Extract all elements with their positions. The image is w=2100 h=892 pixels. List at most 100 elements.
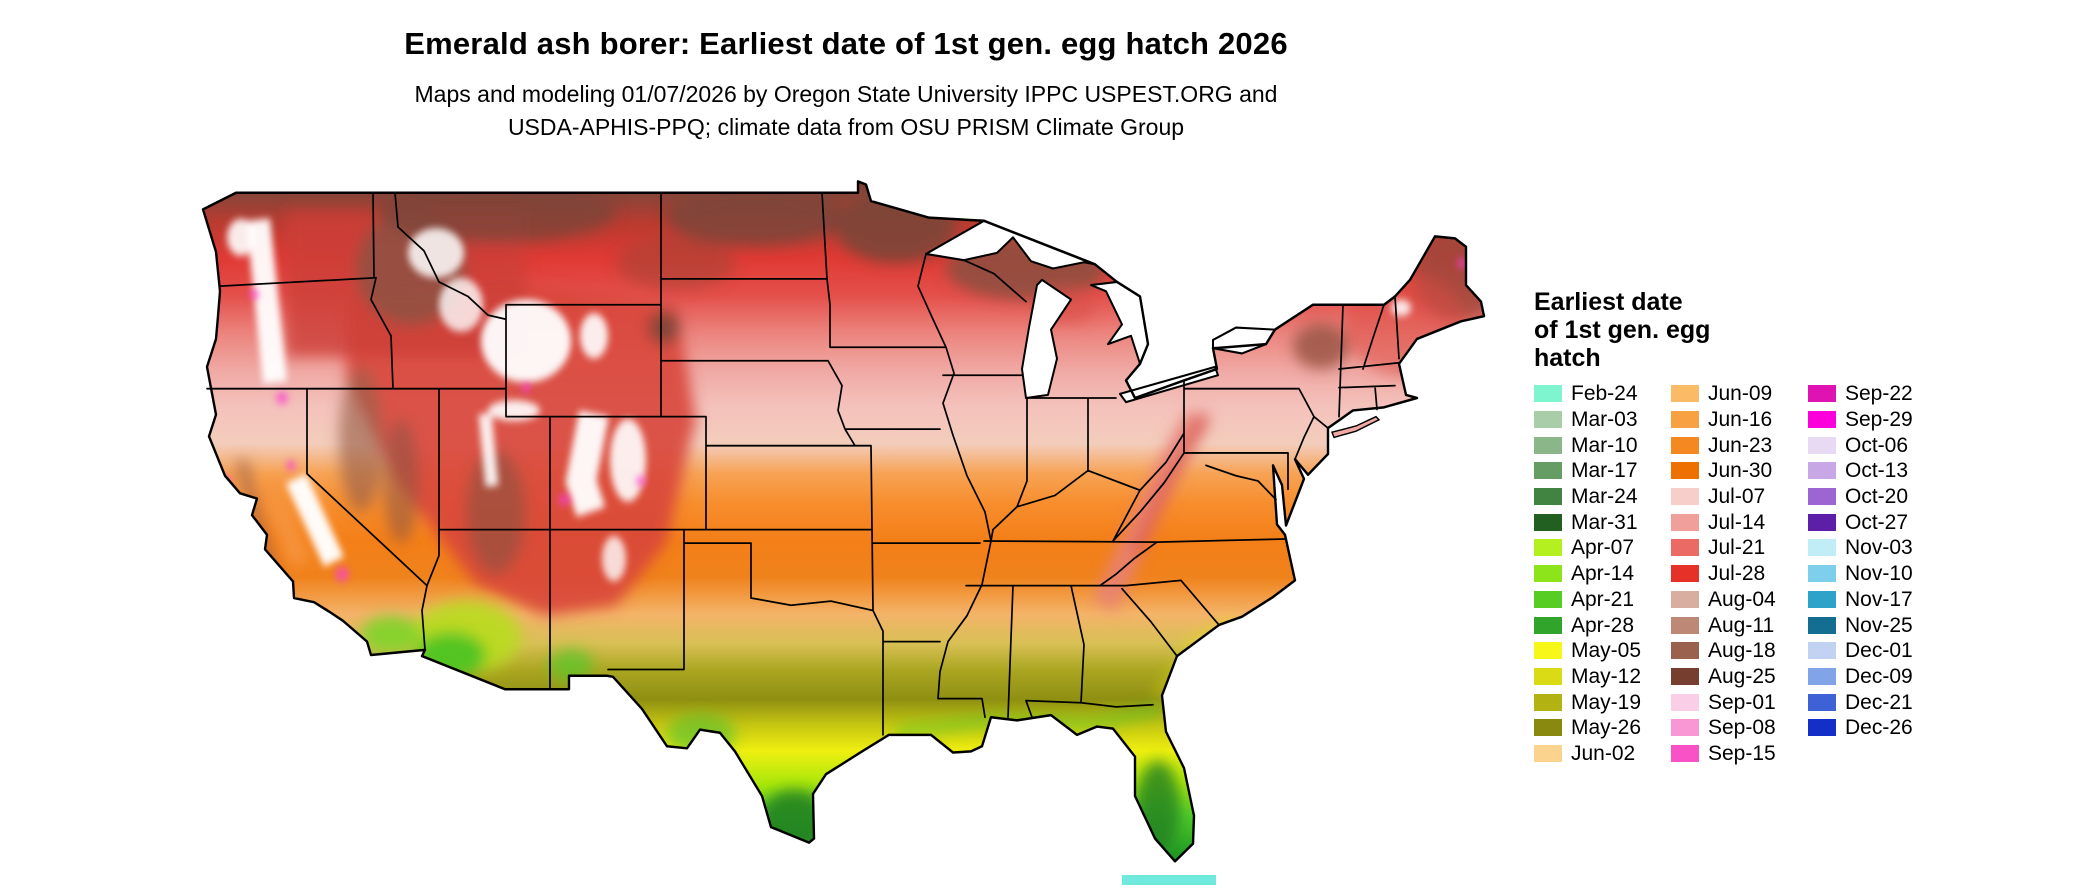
legend-swatch bbox=[1808, 539, 1836, 557]
legend-label: Mar-31 bbox=[1571, 510, 1638, 534]
legend-swatch bbox=[1671, 513, 1699, 531]
legend-entry: Dec-01 bbox=[1808, 638, 1945, 664]
legend-title-line-3: hatch bbox=[1534, 344, 1601, 372]
legend-label: Oct-27 bbox=[1845, 510, 1909, 534]
legend-swatch bbox=[1808, 693, 1836, 711]
legend-label: Dec-26 bbox=[1845, 716, 1913, 740]
legend-label: Jul-07 bbox=[1708, 485, 1766, 509]
legend-swatch bbox=[1534, 719, 1562, 737]
legend-label: Sep-01 bbox=[1708, 690, 1776, 714]
legend-entry: May-12 bbox=[1534, 664, 1671, 690]
legend-entry: Dec-21 bbox=[1808, 689, 1945, 715]
legend-entry: Apr-28 bbox=[1534, 612, 1671, 638]
legend-label: Jun-30 bbox=[1708, 459, 1773, 483]
legend-entry: Jun-02 bbox=[1534, 741, 1671, 767]
late-date-magenta-specks bbox=[221, 258, 1467, 582]
legend-swatch bbox=[1534, 539, 1562, 557]
legend-entry: May-26 bbox=[1534, 715, 1671, 741]
legend-label: Apr-07 bbox=[1571, 536, 1635, 560]
legend-entry: Apr-14 bbox=[1534, 561, 1671, 587]
legend-swatch bbox=[1671, 539, 1699, 557]
legend-title-line-1: Earliest date bbox=[1534, 288, 1683, 316]
us-map-svg bbox=[201, 180, 1486, 863]
legend-label: May-26 bbox=[1571, 716, 1642, 740]
legend-entry: May-19 bbox=[1534, 689, 1671, 715]
legend-label: Nov-17 bbox=[1845, 587, 1913, 611]
legend-swatch bbox=[1808, 436, 1836, 454]
legend-entry: Oct-20 bbox=[1808, 484, 1945, 510]
legend-entry: Jul-28 bbox=[1671, 561, 1808, 587]
us-outline bbox=[201, 180, 1486, 863]
legend-title-line-2: of 1st gen. egg bbox=[1534, 316, 1711, 344]
legend-swatch bbox=[1534, 462, 1562, 480]
legend-swatch bbox=[1534, 565, 1562, 583]
legend-entry: Dec-09 bbox=[1808, 664, 1945, 690]
legend-label: Dec-21 bbox=[1845, 690, 1913, 714]
legend-entry: Oct-27 bbox=[1808, 509, 1945, 535]
legend-entry: Feb-24 bbox=[1534, 381, 1671, 407]
legend-swatch bbox=[1534, 436, 1562, 454]
legend-swatch bbox=[1534, 590, 1562, 608]
legend-swatch bbox=[1534, 642, 1562, 660]
legend-swatch bbox=[1534, 411, 1562, 429]
legend-column: Jun-09 Jun-16 Jun-23 Jun-30 Jul-07 Jul-14 Jul-… bbox=[1671, 381, 1808, 766]
legend-label: Jun-16 bbox=[1708, 408, 1773, 432]
legend-swatch bbox=[1534, 616, 1562, 634]
legend-entry: Sep-22 bbox=[1808, 381, 1945, 407]
legend-entry: Mar-24 bbox=[1534, 484, 1671, 510]
legend-entry: Aug-11 bbox=[1671, 612, 1808, 638]
legend-swatch bbox=[1671, 744, 1699, 762]
legend-entry: Jun-09 bbox=[1671, 381, 1808, 407]
legend-swatch bbox=[1534, 667, 1562, 685]
legend-label: Dec-01 bbox=[1845, 639, 1913, 663]
legend-entry: Mar-03 bbox=[1534, 407, 1671, 433]
legend-swatch bbox=[1534, 385, 1562, 403]
legend-label: Aug-04 bbox=[1708, 587, 1776, 611]
legend-entry: Jun-16 bbox=[1671, 407, 1808, 433]
legend-label: Apr-14 bbox=[1571, 562, 1635, 586]
legend-swatch bbox=[1808, 488, 1836, 506]
legend: Earliest date of 1st gen. egg hatch Feb-… bbox=[1534, 288, 1974, 764]
legend-label: Aug-25 bbox=[1708, 664, 1776, 688]
map-raster-fill bbox=[203, 181, 1484, 862]
legend-label: May-12 bbox=[1571, 664, 1642, 688]
state-borders bbox=[206, 191, 1400, 736]
legend-entry: Jul-21 bbox=[1671, 535, 1808, 561]
legend-label: Nov-03 bbox=[1845, 536, 1913, 560]
legend-swatch bbox=[1671, 411, 1699, 429]
legend-swatch bbox=[1534, 744, 1562, 762]
legend-label: Oct-20 bbox=[1845, 485, 1909, 509]
legend-label: Jul-21 bbox=[1708, 536, 1766, 560]
legend-entry: Oct-13 bbox=[1808, 458, 1945, 484]
legend-label: Jul-14 bbox=[1708, 510, 1766, 534]
page-title: Emerald ash borer: Earliest date of 1st … bbox=[404, 26, 1288, 61]
legend-label: Aug-11 bbox=[1708, 613, 1775, 637]
legend-entry: Aug-04 bbox=[1671, 587, 1808, 613]
legend-swatch bbox=[1808, 462, 1836, 480]
legend-label: Apr-28 bbox=[1571, 613, 1635, 637]
legend-swatch bbox=[1671, 385, 1699, 403]
mountain-nodata-patches bbox=[227, 218, 1411, 582]
legend-label: Apr-21 bbox=[1571, 587, 1635, 611]
legend-swatch bbox=[1534, 513, 1562, 531]
legend-label: Mar-03 bbox=[1571, 408, 1638, 432]
legend-entry: Aug-25 bbox=[1671, 664, 1808, 690]
legend-entry: Nov-10 bbox=[1808, 561, 1945, 587]
legend-label: Mar-17 bbox=[1571, 459, 1638, 483]
legend-entry: Apr-21 bbox=[1534, 587, 1671, 613]
legend-swatch bbox=[1671, 565, 1699, 583]
legend-entry: Nov-17 bbox=[1808, 587, 1945, 613]
legend-entry: Sep-01 bbox=[1671, 689, 1808, 715]
legend-label: Mar-10 bbox=[1571, 433, 1638, 457]
legend-swatch bbox=[1808, 642, 1836, 660]
legend-label: Aug-18 bbox=[1708, 639, 1776, 663]
legend-entry: Aug-18 bbox=[1671, 638, 1808, 664]
bottom-strip bbox=[1122, 875, 1216, 885]
legend-entry: Mar-10 bbox=[1534, 432, 1671, 458]
legend-grid: Feb-24 Mar-03 Mar-10 Mar-17 Mar-24 Mar-31 Apr-… bbox=[1534, 381, 1945, 766]
header: Emerald ash borer: Earliest date of 1st … bbox=[0, 0, 1692, 144]
legend-entry: Jul-07 bbox=[1671, 484, 1808, 510]
legend-swatch bbox=[1671, 719, 1699, 737]
legend-entry: Mar-17 bbox=[1534, 458, 1671, 484]
